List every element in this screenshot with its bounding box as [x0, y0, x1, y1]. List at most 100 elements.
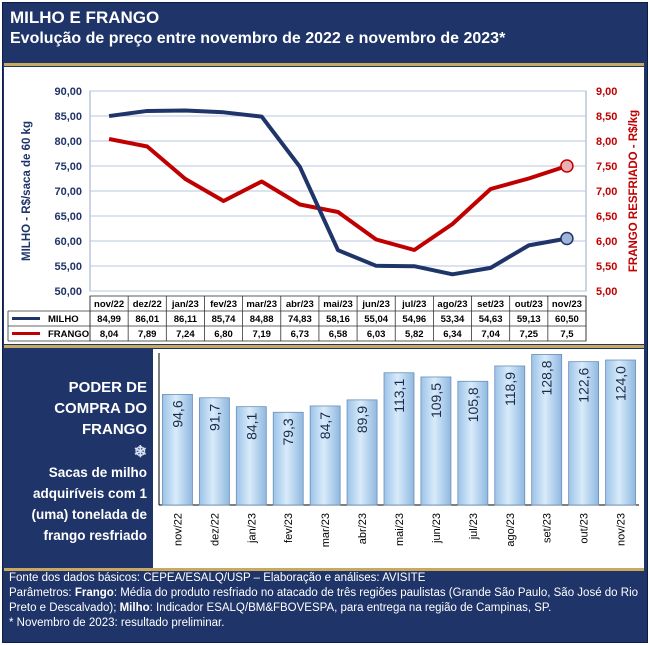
bar-value-label: 109,5	[428, 383, 444, 418]
panel-desc-line: Sacas de milho	[48, 465, 147, 480]
y2-tick-label: 5,50	[596, 261, 617, 273]
y-tick-label: 75,00	[54, 161, 82, 173]
x-tick-label: mai/23	[394, 513, 406, 546]
x-tick-label: abr/23	[357, 513, 369, 544]
bar	[346, 399, 378, 506]
table-cell-milho: 84,99	[97, 314, 121, 325]
purchasing-power-chart-panel: 94,6 nov/22 91,7 dez/22 84,1 jan/23 79,3 fev/23…	[153, 349, 644, 568]
y-tick-label: 80,00	[54, 136, 82, 148]
y2-tick-label: 7,50	[596, 161, 617, 173]
y-tick-label: 70,00	[54, 186, 82, 198]
table-header-cell: jan/23	[171, 299, 199, 310]
bar	[198, 397, 230, 506]
params-label: Parâmetros:	[9, 587, 75, 599]
page-subtitle: Evolução de preço entre novembro de 2022…	[10, 30, 506, 47]
y-tick-label: 50,00	[54, 286, 82, 298]
price-chart-panel: 50,00 55,00 60,00 65,00 70,00 75,00 80,00 85,00…	[4, 67, 644, 344]
bar	[531, 354, 563, 506]
y2-tick-label: 9,00	[596, 86, 617, 98]
bar-value-label: 94,6	[169, 400, 185, 427]
y-tick-label: 85,00	[54, 111, 82, 123]
x-tick-label: nov/22	[172, 513, 184, 546]
table-header-cell: fev/23	[210, 299, 237, 310]
table-header-cell: ago/23	[437, 299, 467, 310]
divider	[4, 345, 644, 348]
y-tick-label: 65,00	[54, 211, 82, 223]
y-axis-title: MILHO - R$/saca de 60 kg	[21, 121, 33, 261]
bar-value-label: 89,9	[354, 406, 370, 433]
divider	[4, 568, 644, 571]
panel-desc-line: adquiríveis com 1	[32, 486, 147, 501]
y2-tick-label: 6,00	[596, 236, 617, 248]
table-cell-frango: 6,80	[214, 329, 233, 340]
legend-label-milho: MILHO	[48, 314, 79, 325]
table-header-cell: out/23	[515, 299, 543, 310]
bar-value-label: 118,9	[502, 372, 518, 406]
legend-label-frango: FRANGO	[48, 329, 89, 340]
table-cell-milho: 55,04	[364, 314, 388, 325]
table-header-cell: set/23	[477, 299, 504, 310]
divider	[4, 63, 644, 66]
table-header-cell: mai/23	[323, 299, 353, 310]
y2-tick-label: 8,50	[596, 111, 617, 123]
table-cell-frango: 7,25	[520, 329, 539, 340]
table-header-cell: nov/22	[94, 299, 124, 310]
x-tick-label: mar/23	[320, 513, 332, 547]
purchasing-power-bar-chart: 94,6 nov/22 91,7 dez/22 84,1 jan/23 79,3 fev/23…	[158, 353, 639, 547]
table-cell-milho: 86,01	[135, 314, 159, 325]
footer-source: Fonte dos dados básicos: CEPEA/ESALQ/USP…	[9, 572, 426, 584]
table-cell-milho: 58,16	[326, 314, 350, 325]
y-tick-label: 55,00	[54, 261, 82, 273]
x-tick-label: jan/23	[246, 513, 258, 544]
bar-value-label: 105,8	[465, 387, 481, 422]
bar	[568, 361, 600, 506]
footer-parameters: Parâmetros: Frango: Média do produto res…	[9, 586, 639, 616]
panel-desc-line: frango resfriado	[43, 528, 147, 543]
bar-value-label: 84,1	[243, 412, 259, 439]
bar	[235, 406, 267, 506]
series-line-milho	[108, 108, 568, 277]
table-cell-frango: 7,5	[560, 329, 574, 340]
y2-tick-label: 8,00	[596, 136, 617, 148]
bar-value-label: 91,7	[206, 404, 222, 431]
table-cell-frango: 8,04	[100, 329, 119, 340]
table-cell-frango: 7,24	[176, 329, 195, 340]
bar	[383, 372, 415, 506]
x-tick-label: jun/23	[431, 513, 443, 544]
table-cell-frango: 5,82	[405, 329, 424, 340]
table-cell-frango: 6,34	[443, 329, 462, 340]
footer: Fonte dos dados básicos: CEPEA/ESALQ/USP…	[4, 571, 644, 639]
table-cell-milho: 85,74	[212, 314, 236, 325]
bar-value-label: 84,7	[317, 412, 333, 439]
x-tick-label: out/23	[579, 513, 591, 544]
page-title: MILHO E FRANGO	[10, 8, 160, 27]
panel-title-line: PODER DE	[68, 379, 147, 396]
bar-value-label: 128,8	[539, 360, 555, 395]
y-tick-label: 90,00	[54, 86, 82, 98]
bar	[272, 411, 304, 506]
y2-axis-title: FRANGO RESFRIADO - R$/kg	[628, 110, 640, 272]
bar-value-label: 113,1	[391, 379, 407, 413]
panel-desc-line: (uma) tonelada de	[31, 507, 147, 522]
bar	[605, 359, 636, 506]
frango-text: : Média do produto resfriado no atacado …	[9, 587, 639, 614]
price-line-chart: 50,00 55,00 60,00 65,00 70,00 75,00 80,00 85,00…	[7, 86, 640, 342]
milho-end-marker	[560, 231, 574, 246]
bar-value-label: 79,3	[280, 418, 296, 445]
table-header-cell: nov/23	[552, 299, 582, 310]
frango-end-marker	[560, 159, 574, 173]
x-tick-label: ago/23	[505, 513, 517, 547]
table-cell-milho: 84,88	[250, 314, 274, 325]
table-cell-frango: 7,04	[481, 329, 500, 340]
table-cell-milho: 74,83	[288, 314, 312, 325]
table-cell-milho: 60,50	[555, 314, 579, 325]
footer-note: * Novembro de 2023: resultado preliminar…	[9, 617, 225, 629]
panel-title-line: FRANGO	[82, 421, 147, 438]
x-tick-label: nov/23	[616, 513, 628, 546]
table-cell-frango: 6,03	[367, 329, 386, 340]
series-line-frango	[108, 137, 568, 252]
bar-value-label: 122,6	[576, 367, 592, 402]
table-cell-milho: 54,96	[402, 314, 426, 325]
table-cell-frango: 7,89	[138, 329, 157, 340]
table-cell-frango: 6,58	[329, 329, 348, 340]
